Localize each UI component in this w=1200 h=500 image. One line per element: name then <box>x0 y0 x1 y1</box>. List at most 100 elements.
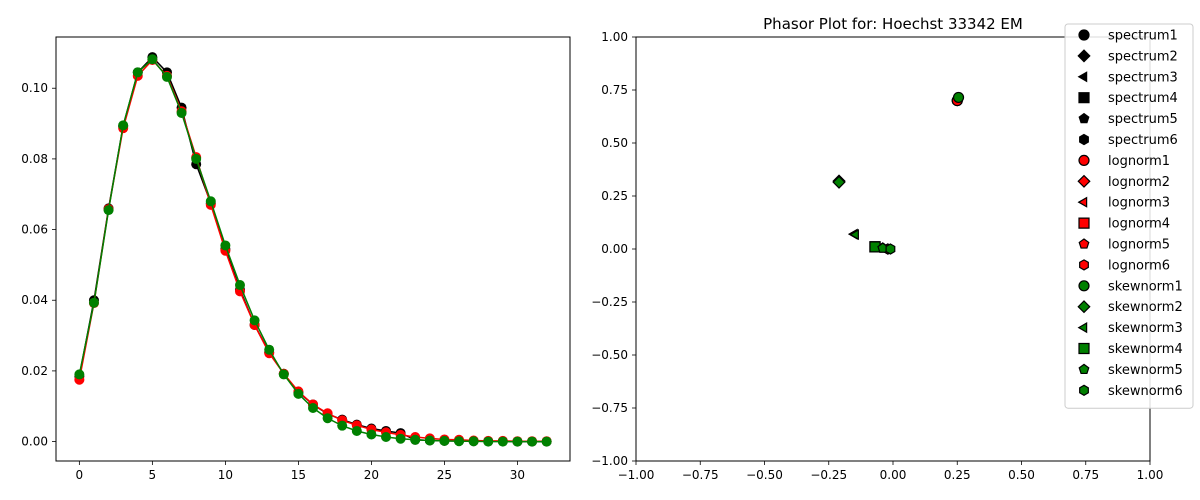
legend-label: lognorm2 <box>1108 175 1170 190</box>
data-point <box>512 436 523 447</box>
legend-marker <box>1078 29 1090 41</box>
legend-entry: lognorm6 <box>1079 258 1170 273</box>
data-point <box>366 429 377 440</box>
data-point <box>308 403 318 413</box>
x-tick-label: 0 <box>76 468 84 482</box>
phasor-point-skewnorm3 <box>849 228 859 241</box>
legend-marker <box>1077 174 1091 188</box>
y-tick-label: 0.06 <box>21 223 48 237</box>
data-point <box>395 433 406 444</box>
legend-label: skewnorm4 <box>1108 342 1183 357</box>
x-tick-label: −0.25 <box>810 468 847 482</box>
legend-marker <box>1078 363 1090 375</box>
data-point <box>497 436 508 447</box>
legend-marker <box>1078 217 1090 229</box>
legend-marker <box>1078 238 1090 249</box>
data-point <box>381 431 392 442</box>
data-point <box>161 71 172 82</box>
legend-label: skewnorm3 <box>1108 321 1183 336</box>
data-point <box>527 436 538 447</box>
x-tick-label: 0.50 <box>1008 468 1035 482</box>
legend-label: skewnorm2 <box>1108 300 1183 315</box>
legend-label: spectrum6 <box>1108 133 1178 148</box>
data-point <box>351 425 362 436</box>
legend-label: spectrum5 <box>1108 112 1178 127</box>
data-point <box>176 107 187 118</box>
legend-marker <box>1078 280 1090 292</box>
chart-title: Phasor Plot for: Hoechst 33342 EM <box>763 15 1023 33</box>
legend-entry: spectrum3 <box>1077 70 1178 85</box>
x-tick-label: 10 <box>218 468 233 482</box>
data-point <box>410 434 421 445</box>
legend-entry: skewnorm4 <box>1078 342 1183 357</box>
legend-entry: skewnorm3 <box>1077 321 1183 336</box>
x-tick-label: 20 <box>364 468 379 482</box>
data-point <box>541 436 552 447</box>
legend-entry: lognorm3 <box>1077 196 1170 211</box>
legend-label: spectrum1 <box>1108 29 1178 44</box>
y-tick-label: 0.50 <box>601 136 628 150</box>
y-tick-label: 0.00 <box>601 242 628 256</box>
legend-entry: skewnorm1 <box>1078 279 1183 294</box>
legend-entry: spectrum1 <box>1078 29 1178 44</box>
legend-marker <box>1078 92 1090 104</box>
y-tick-label: 0.02 <box>21 364 48 378</box>
data-point <box>205 196 216 207</box>
x-tick-label: 5 <box>149 468 157 482</box>
y-tick-label: −0.75 <box>591 401 628 415</box>
y-tick-label: 0.25 <box>601 189 628 203</box>
y-tick-label: −1.00 <box>591 454 628 468</box>
data-point <box>264 344 275 355</box>
data-point <box>439 435 450 446</box>
data-point <box>132 67 143 78</box>
data-point <box>191 153 202 164</box>
legend-label: spectrum4 <box>1108 91 1178 106</box>
legend-label: skewnorm5 <box>1108 363 1183 378</box>
data-point <box>103 205 114 216</box>
data-point <box>454 436 465 447</box>
data-point <box>220 240 231 251</box>
phasor-point-skewnorm6 <box>885 243 896 255</box>
data-point <box>249 315 260 326</box>
phasor-point-skewnorm1 <box>952 91 965 104</box>
data-point <box>483 436 494 447</box>
data-point <box>234 280 245 291</box>
phasor-scatter-chart: Phasor Plot for: Hoechst 33342 EM −1.00−… <box>591 15 1163 482</box>
y-tick-label: 0.10 <box>21 81 48 95</box>
axes-frame <box>55 36 571 462</box>
legend-label: lognorm1 <box>1108 154 1170 169</box>
data-point <box>147 54 158 65</box>
x-tick-label: 30 <box>510 468 525 482</box>
legend-entry: lognorm4 <box>1078 217 1170 232</box>
legend-entry: spectrum2 <box>1077 49 1178 64</box>
data-point <box>74 369 85 380</box>
y-tick-label: 0.08 <box>21 152 48 166</box>
x-tick-label: −1.00 <box>618 468 655 482</box>
legend-marker <box>1078 154 1090 166</box>
legend-entry: lognorm2 <box>1077 174 1170 190</box>
legend-marker <box>1078 112 1090 124</box>
data-point <box>293 388 304 399</box>
data-point <box>468 436 479 447</box>
x-tick-label: 0.75 <box>1072 468 1099 482</box>
y-tick-label: −0.50 <box>591 348 628 362</box>
spectra-line-chart: 0 5 10 15 20 25 30 0.00 0.02 0.04 0.06 0.08 0.10 <box>21 36 571 482</box>
data-point <box>278 369 289 380</box>
legend-marker <box>1078 342 1090 355</box>
data-point <box>337 420 348 431</box>
legend-label: lognorm6 <box>1108 258 1170 273</box>
legend-label: spectrum3 <box>1108 70 1178 85</box>
legend-entry: skewnorm6 <box>1079 384 1183 399</box>
legend-marker <box>1077 322 1088 334</box>
legend-marker <box>1077 196 1088 208</box>
y-tick-label: −0.25 <box>591 295 628 309</box>
legend-entry: lognorm5 <box>1078 238 1170 253</box>
legend-box <box>1064 23 1194 409</box>
data-point <box>424 435 435 446</box>
x-tick-label: 0.25 <box>944 468 971 482</box>
legend-label: spectrum2 <box>1108 49 1178 64</box>
legend-label: skewnorm1 <box>1108 279 1183 294</box>
legend-marker <box>1077 300 1091 314</box>
legend: spectrum1 spectrum2 spectrum3 spectrum4 spec… <box>1064 23 1194 409</box>
legend-marker <box>1079 133 1089 146</box>
